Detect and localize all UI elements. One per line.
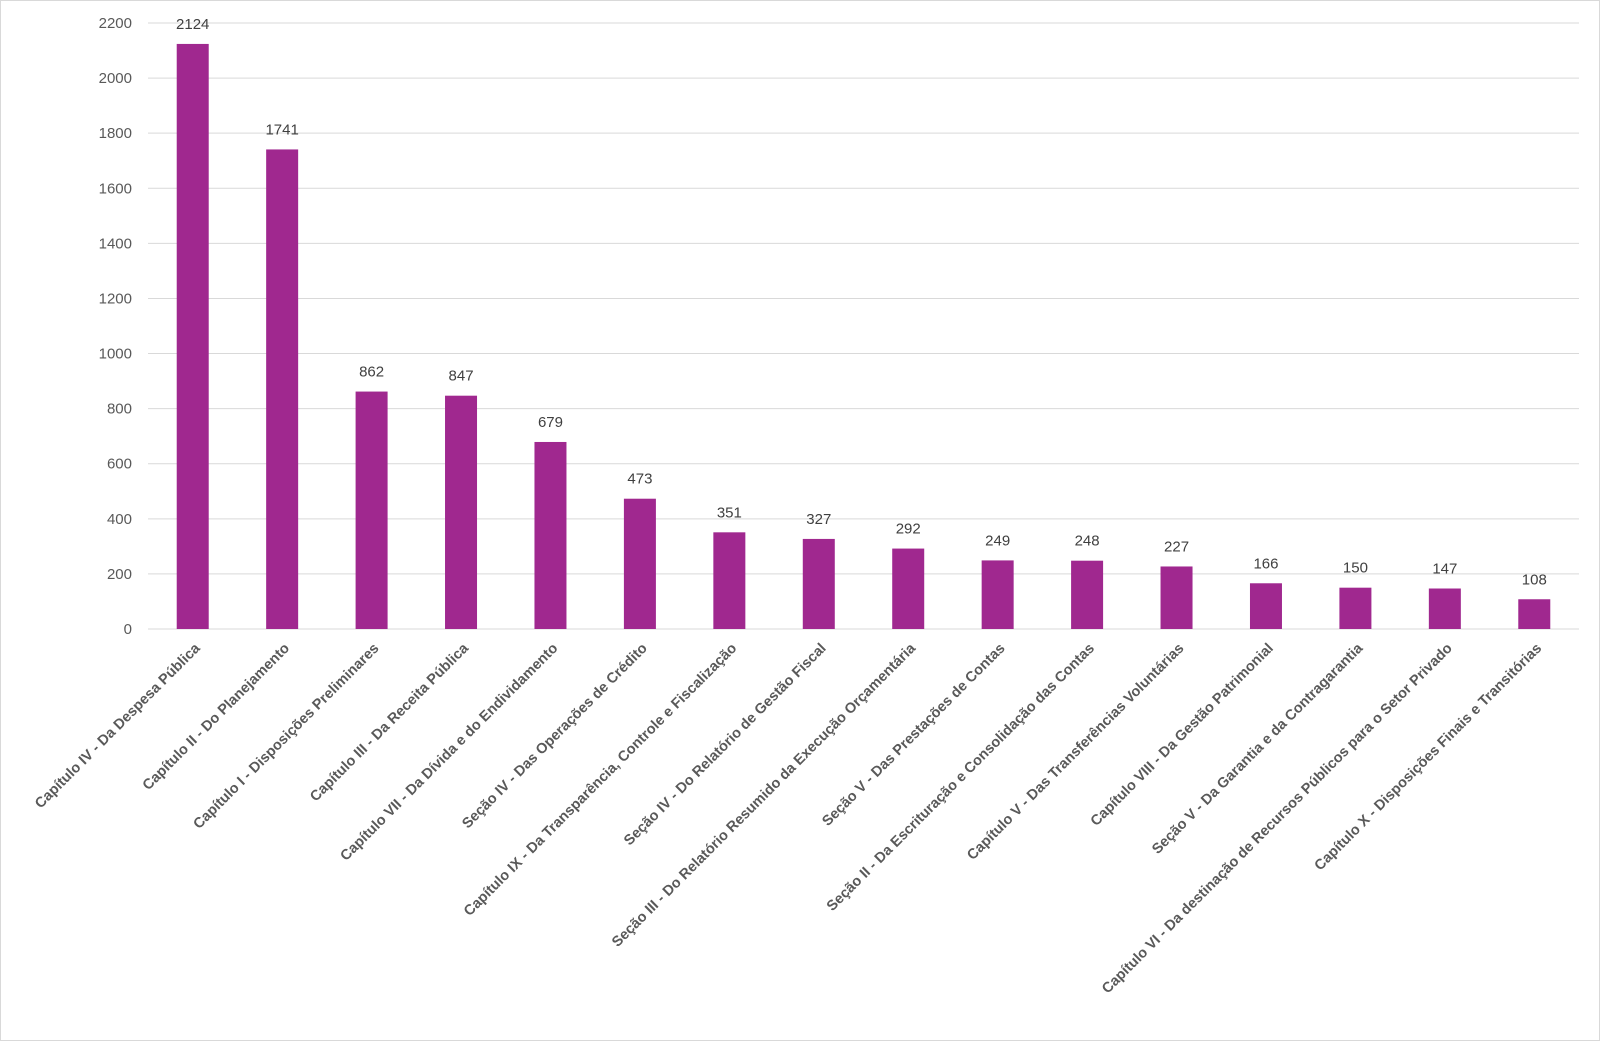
category-label: Capítulo III - Da Receita Pública [307, 640, 472, 805]
y-tick-label: 1600 [99, 180, 132, 197]
category-label: Seção III - Do Relatório Resumido da Exe… [609, 640, 920, 951]
data-label: 108 [1522, 571, 1547, 588]
bar [266, 149, 299, 629]
bar [176, 43, 209, 629]
data-label: 2124 [176, 16, 209, 33]
data-label: 150 [1343, 560, 1368, 577]
bar [1339, 587, 1372, 629]
y-tick-label: 600 [107, 456, 132, 473]
category-label: Capítulo I - Disposições Preliminares [190, 641, 382, 833]
category-label: Seção V - Das Prestações de Contas [819, 641, 1008, 830]
y-tick-label: 2000 [99, 70, 132, 87]
bar [1160, 566, 1193, 629]
bar [713, 532, 746, 629]
y-tick-label: 400 [107, 511, 132, 528]
data-label: 1741 [265, 121, 298, 138]
category-label: Seção IV - Do Relatório de Gestão Fiscal [621, 641, 829, 849]
category-label: Capítulo II - Do Planejamento [140, 640, 293, 793]
bars [176, 43, 1551, 629]
data-label: 227 [1164, 538, 1189, 555]
bar [981, 560, 1014, 629]
y-tick-label: 1000 [99, 346, 132, 363]
category-label: Seção V - Da Garantia e da Contragaranti… [1149, 640, 1367, 858]
y-tick-label: 800 [107, 401, 132, 418]
category-label: Capítulo VIII - Da Gestão Patrimonial [1088, 641, 1277, 830]
data-label: 351 [717, 504, 742, 521]
bar [1518, 599, 1551, 629]
bar [355, 391, 388, 629]
y-tick-label: 1200 [99, 290, 132, 307]
bar [623, 498, 656, 629]
category-label: Capítulo VI - Da destinação de Recursos … [1099, 640, 1456, 997]
y-tick-label: 1400 [99, 235, 132, 252]
data-label: 679 [538, 414, 563, 431]
data-label: 847 [449, 368, 474, 385]
y-tick-label: 200 [107, 566, 132, 583]
bar [892, 548, 925, 629]
data-label: 327 [806, 511, 831, 528]
y-axis-ticks: 0 200 400 600 800 1000 1200 1400 1600 1800 2000 220… [99, 15, 132, 638]
data-label: 248 [1075, 533, 1100, 550]
category-labels: Capítulo IV - Da Despesa PúblicaCapítulo… [32, 640, 1545, 997]
category-label: Seção IV - Das Operações de Crédito [459, 640, 650, 831]
data-label: 862 [359, 364, 384, 381]
bar [1428, 588, 1461, 629]
data-labels: 2124 1741 862 847 679 473 351 327 292 249 248 227 16… [176, 16, 1547, 588]
bar [534, 441, 567, 629]
data-label: 473 [627, 471, 652, 488]
data-label: 292 [896, 521, 921, 538]
data-label: 166 [1253, 555, 1278, 572]
bar [802, 538, 835, 629]
data-label: 249 [985, 532, 1010, 549]
y-tick-label: 2200 [99, 15, 132, 32]
bar [1249, 583, 1282, 629]
y-tick-label: 1800 [99, 125, 132, 142]
y-tick-label: 0 [124, 621, 132, 638]
category-label: Capítulo IV - Da Despesa Pública [32, 640, 204, 812]
bar [1071, 560, 1104, 629]
bar [445, 395, 478, 629]
data-label: 147 [1432, 561, 1457, 578]
